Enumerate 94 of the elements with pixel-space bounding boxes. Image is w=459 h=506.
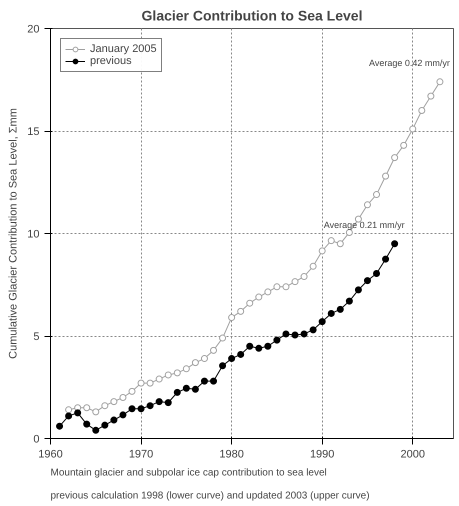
point [219,334,226,342]
point [119,411,126,418]
point [83,420,90,428]
point [156,398,163,406]
y-tick-label: 20 [27,24,40,36]
x-tick-label: 1960 [38,448,63,460]
point [246,342,254,350]
point [92,426,100,434]
annotation: Average 0.42 mm/yr [369,58,450,68]
point [210,378,218,385]
annotation: Average 0.21 mm/yr [324,220,405,230]
point [382,256,390,263]
point [255,294,262,301]
point [92,408,100,416]
point [292,278,299,286]
legend-label: previous [90,55,132,67]
point [219,362,226,370]
point [110,398,118,406]
point [164,399,172,406]
point [74,409,82,416]
point [328,237,335,244]
point [336,306,344,313]
point [436,78,444,86]
point [264,342,272,350]
point [65,412,72,420]
point [273,336,280,344]
y-tick-label: 0 [33,434,40,446]
point [310,326,317,334]
chart-title: Glacier Contribution to Sea Level [142,8,362,24]
point [264,288,272,296]
point [318,247,326,254]
point [228,355,236,362]
point [273,283,280,290]
text: Mountain glacier and subpolar ice cap contribution to sea level previous calculation 1998 (lower curve) and updated 2003 (upper curve) [50,468,370,502]
point [200,355,208,362]
point [391,240,398,248]
point [246,300,254,307]
point [65,406,72,414]
point [310,262,317,270]
point [354,286,362,294]
point [101,422,108,429]
point [56,422,64,430]
point [138,405,145,412]
point [336,240,344,248]
point [237,350,244,358]
point [382,172,390,180]
y-axis-title: Cumulative Glacier Contribution to Sea Level, Σmm [7,108,20,359]
point [391,154,398,162]
x-tick-label: 2000 [400,448,425,460]
point [400,142,408,149]
point [300,273,308,280]
y-tick-label: 15 [27,126,40,138]
point [237,308,244,315]
point [292,331,299,338]
point [164,371,172,378]
point [101,402,108,410]
point [282,283,290,290]
point [418,107,426,114]
point [192,386,199,393]
point [174,369,181,376]
point [119,394,126,401]
point [128,388,136,395]
point [174,388,181,396]
point [373,191,380,198]
point [210,346,218,354]
point [373,270,380,277]
point [192,359,199,366]
point [83,404,90,412]
point [156,376,163,383]
legend-label: January 2005 [90,43,157,55]
point [228,314,236,322]
x-tick-label: 1980 [219,448,244,460]
point [364,201,371,208]
point [318,318,326,326]
y-tick-label: 10 [27,228,40,240]
point [427,92,434,100]
point [128,405,136,412]
point [138,380,145,387]
point [200,378,208,385]
point [182,384,190,392]
point [146,402,154,410]
y-tick-label: 5 [33,331,40,343]
x-tick-label: 1990 [310,448,334,460]
point [182,365,190,372]
point [364,277,371,284]
point [255,344,262,352]
point [328,310,335,317]
point [146,380,154,387]
point [300,330,308,338]
point [282,330,290,338]
point [409,125,416,132]
point [110,416,118,424]
point [346,298,353,305]
x-tick-label: 1970 [128,448,154,460]
